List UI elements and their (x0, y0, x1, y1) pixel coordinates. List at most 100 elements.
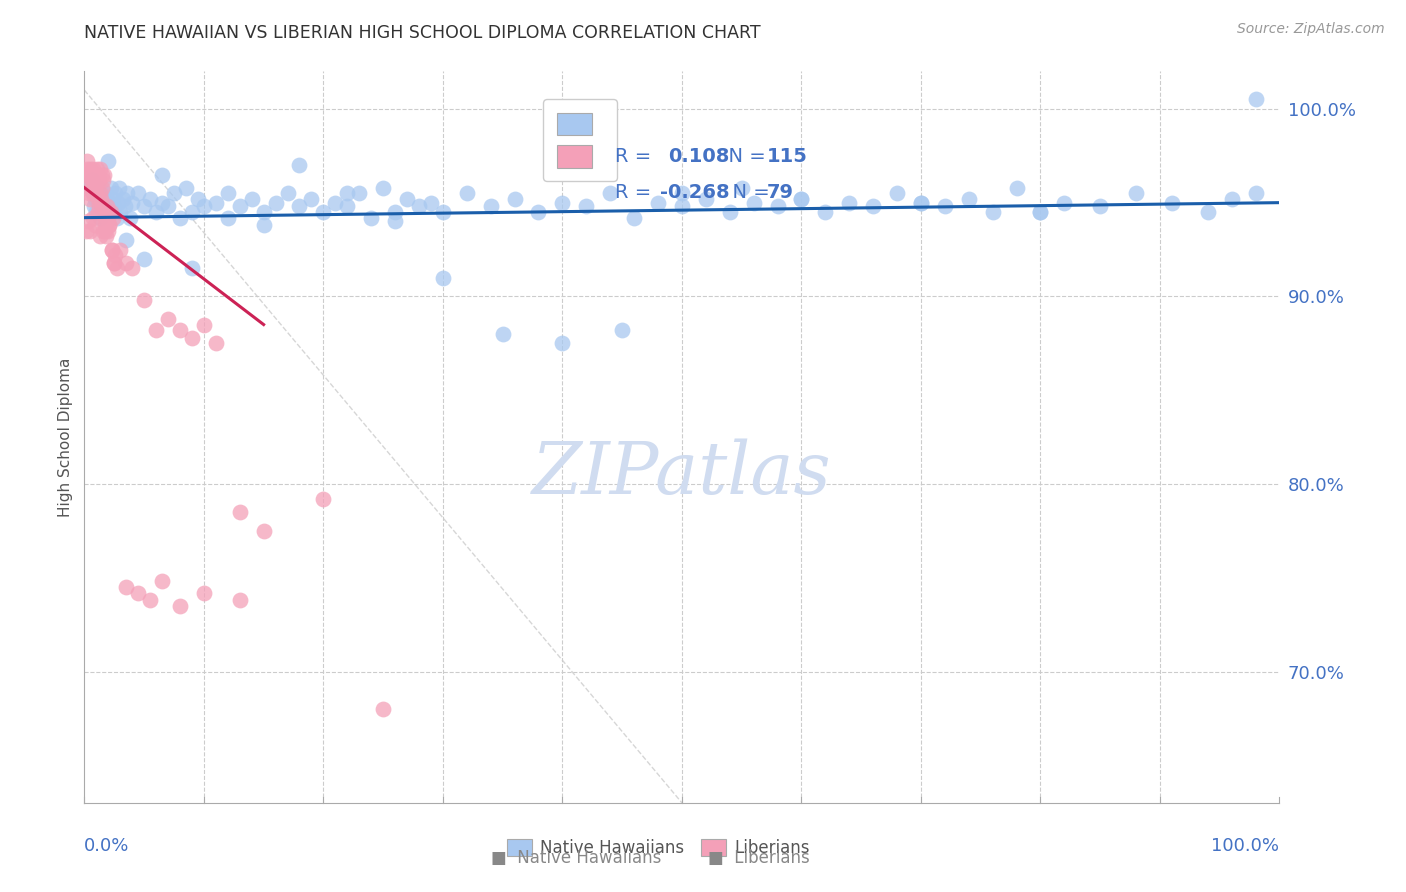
Text: 0.0%: 0.0% (84, 837, 129, 855)
Point (181, 261, 204, 276)
Point (86, 205, 108, 219)
Point (77, 180, 100, 194)
Text: -0.268: -0.268 (659, 184, 730, 202)
Point (77, 214, 100, 228)
Point (103, 199, 125, 213)
Point (89, 186, 111, 201)
Point (671, 199, 693, 213)
Point (93, 186, 115, 201)
Point (217, 186, 239, 201)
Point (181, 331, 204, 345)
Point (312, 205, 335, 219)
Point (163, 186, 186, 201)
Point (671, 186, 693, 201)
Point (169, 211, 191, 225)
Point (229, 505, 252, 519)
Point (94, 199, 117, 213)
Point (101, 243, 124, 257)
Point (492, 326, 515, 341)
Point (150, 574, 173, 589)
Point (217, 211, 239, 225)
Point (76, 161, 98, 176)
Point (103, 255, 125, 269)
Point (76, 154, 98, 169)
Point (84, 218, 107, 232)
Point (253, 205, 276, 219)
Point (139, 192, 162, 206)
Point (1244, 186, 1267, 201)
Point (96, 199, 118, 213)
Point (790, 192, 813, 206)
Point (456, 186, 478, 201)
Point (981, 205, 1004, 219)
Point (101, 211, 124, 225)
Point (86, 186, 108, 201)
Point (886, 186, 908, 201)
Point (79, 161, 101, 176)
Point (100, 180, 122, 194)
Point (77, 180, 100, 194)
Point (205, 195, 228, 210)
Point (253, 218, 276, 232)
Point (432, 205, 454, 219)
Text: ZIPatlas: ZIPatlas (531, 438, 832, 509)
Point (612, 323, 634, 337)
Point (79, 224, 101, 238)
Point (121, 261, 143, 276)
Point (91, 180, 114, 194)
Point (93, 168, 115, 182)
Point (97, 224, 120, 238)
Point (91, 173, 114, 187)
Point (107, 195, 129, 210)
Point (89, 211, 111, 225)
Point (169, 599, 191, 613)
Point (121, 195, 143, 210)
Point (98, 195, 121, 210)
Point (132, 199, 156, 213)
Point (101, 192, 124, 206)
Point (93, 211, 115, 225)
Point (957, 192, 980, 206)
Text: 115: 115 (766, 147, 807, 166)
Point (96, 192, 118, 206)
Point (373, 702, 395, 716)
Point (527, 205, 550, 219)
Point (1161, 195, 1184, 210)
Text: NATIVE HAWAIIAN VS LIBERIAN HIGH SCHOOL DIPLOMA CORRELATION CHART: NATIVE HAWAIIAN VS LIBERIAN HIGH SCHOOL … (84, 24, 761, 42)
Point (90, 192, 112, 206)
Point (766, 199, 789, 213)
Point (96, 229, 118, 244)
Point (934, 199, 956, 213)
Point (86, 192, 108, 206)
Point (110, 243, 132, 257)
Point (84, 173, 107, 187)
Point (910, 195, 932, 210)
Point (1244, 93, 1267, 107)
Point (150, 168, 173, 182)
Point (114, 199, 136, 213)
Point (312, 491, 335, 506)
Point (89, 229, 111, 244)
Point (77, 186, 100, 201)
Point (838, 195, 860, 210)
Point (87, 195, 110, 210)
Point (80, 168, 103, 182)
Point (336, 186, 359, 201)
Point (97, 205, 120, 219)
Text: N =: N = (720, 184, 776, 202)
Point (104, 186, 127, 201)
Point (86, 205, 108, 219)
Point (101, 205, 124, 219)
Point (98, 218, 121, 232)
Point (229, 199, 252, 213)
Point (118, 211, 141, 225)
Point (83, 173, 105, 187)
Point (336, 199, 359, 213)
Point (145, 205, 167, 219)
Point (575, 199, 598, 213)
Point (93, 192, 115, 206)
Point (240, 192, 263, 206)
Point (1197, 205, 1219, 219)
Point (1029, 205, 1052, 219)
Point (93, 224, 115, 238)
